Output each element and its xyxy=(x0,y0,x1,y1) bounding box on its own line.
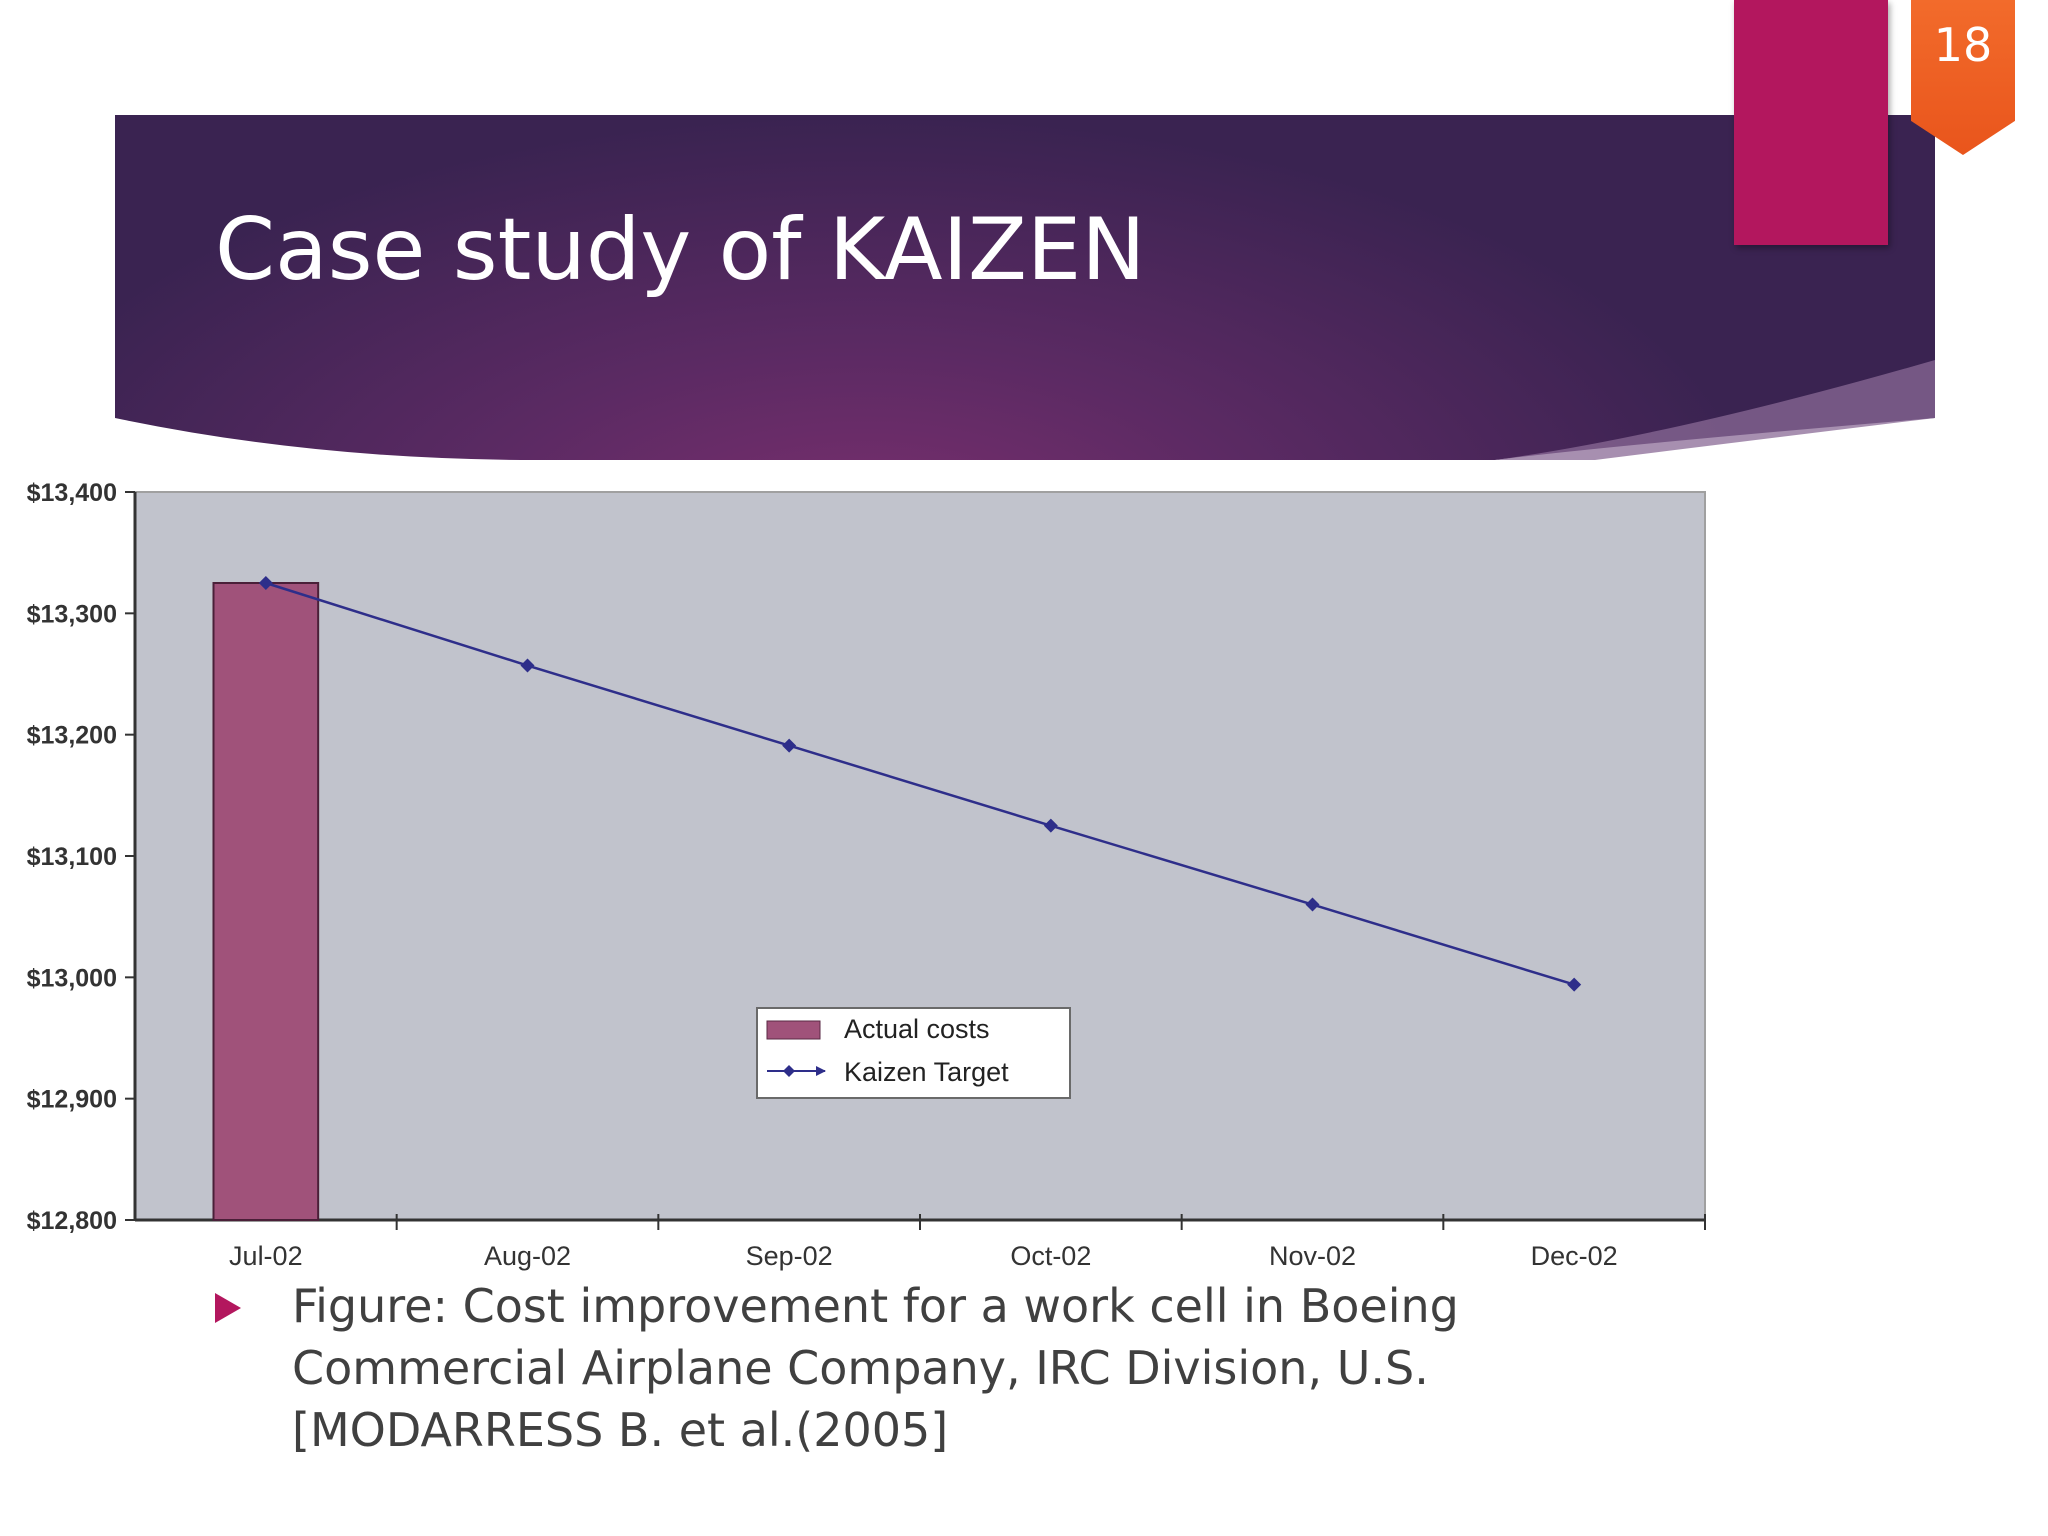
kaizen-target-point xyxy=(1043,818,1058,833)
kaizen-target-point xyxy=(782,738,797,753)
y-tick-label: $13,200 xyxy=(27,722,117,750)
legend-label-actual-costs: Actual costs xyxy=(844,1014,990,1044)
legend-swatch-actual-costs xyxy=(766,1020,821,1040)
kaizen-target-line xyxy=(258,576,1582,992)
caption-text: Figure: Cost improvement for a work cell… xyxy=(292,1279,1459,1457)
bar-actual-costs xyxy=(212,582,320,1221)
legend-marker-kaizen-target xyxy=(783,1065,795,1077)
x-tick-label: Jul-02 xyxy=(229,1241,303,1271)
magenta-accent-block xyxy=(1734,0,1888,245)
y-axis: $12,800 $12,900 $13,000 $13,100 $13,200 $13,3… xyxy=(27,479,137,1235)
y-tick-label: $12,900 xyxy=(27,1086,117,1114)
y-tick-label: $13,400 xyxy=(27,479,117,507)
cost-chart: $12,800 $12,900 $13,000 $13,100 $13,200 $13,3… xyxy=(27,479,1706,1271)
page-number-badge xyxy=(1911,0,2015,155)
kaizen-target-point xyxy=(1567,977,1582,992)
chart-legend: Actual costs Kaizen Target xyxy=(756,1007,1071,1099)
legend-label-kaizen-target: Kaizen Target xyxy=(844,1057,1009,1087)
kaizen-target-point xyxy=(1305,897,1320,912)
x-tick-label: Dec-02 xyxy=(1531,1241,1618,1271)
y-tick-label: $13,100 xyxy=(27,843,117,871)
x-tick-label: Aug-02 xyxy=(484,1241,571,1271)
slide-title: Case study of KAIZEN xyxy=(215,200,1146,300)
kaizen-target-point xyxy=(520,658,535,673)
y-tick-label: $13,000 xyxy=(27,964,117,992)
kaizen-target-series-line xyxy=(265,581,1575,986)
plot-area xyxy=(134,491,1706,1221)
kaizen-target-point xyxy=(258,576,273,590)
x-tick-label: Sep-02 xyxy=(746,1241,833,1271)
legend-arrow-icon xyxy=(816,1066,826,1076)
x-tick-label: Oct-02 xyxy=(1010,1241,1091,1271)
page-number: 18 xyxy=(1933,18,1993,72)
x-tick-label: Nov-02 xyxy=(1269,1241,1356,1271)
y-tick-label: $13,300 xyxy=(27,600,117,628)
actual-costs-bars xyxy=(212,582,320,1221)
y-tick-label: $12,800 xyxy=(27,1207,117,1235)
x-axis: Jul-02 Aug-02 Sep-02 Oct-02 Nov-02 Dec-02 xyxy=(135,1214,1706,1271)
triangle-right-icon xyxy=(215,1293,241,1323)
